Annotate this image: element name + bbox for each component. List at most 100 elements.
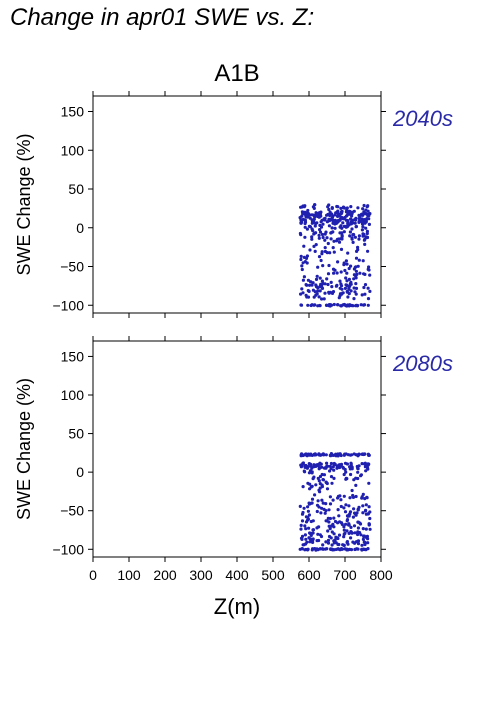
data-point [345,462,349,466]
data-point [319,220,323,224]
data-point [310,548,314,552]
data-point [337,240,342,244]
data-point [340,237,344,241]
data-point [350,227,354,231]
data-point [349,280,353,284]
data-point [361,511,365,515]
data-point [339,498,343,502]
data-point [323,511,327,515]
data-point [317,236,321,240]
data-point [353,265,357,269]
data-point [347,277,351,281]
data-point [307,452,311,456]
data-point [362,285,366,290]
x-tick-label: 600 [297,567,321,583]
data-point [318,490,322,494]
data-point [366,249,370,253]
data-point [356,542,361,546]
data-point [335,283,339,287]
data-point [316,265,320,269]
data-point [326,282,330,287]
data-point [336,260,340,264]
data-point [325,487,330,491]
data-point [321,543,325,547]
data-point [329,524,334,528]
data-point [318,212,322,216]
data-point [353,541,357,545]
data-point [300,519,305,523]
data-point [321,281,325,286]
data-point [338,520,342,524]
data-point [316,286,320,290]
data-point [306,515,310,519]
data-point [327,524,331,528]
data-point [342,525,346,529]
data-point [366,297,371,301]
data-point [345,283,349,287]
data-point [345,262,349,266]
data-point [300,287,304,291]
data-point [299,527,303,531]
data-point [344,225,348,229]
data-point [299,254,303,258]
period-label: 2040s [392,106,453,131]
data-point [324,502,328,506]
data-point [342,528,346,532]
data-point [340,287,344,291]
data-point [364,527,368,531]
data-point [303,260,307,264]
data-point [308,531,312,535]
data-point [313,224,317,228]
data-point [343,531,347,536]
data-point [342,494,346,498]
data-point [354,483,358,487]
data-point [323,238,327,242]
data-point [325,213,329,217]
data-point [311,281,315,285]
data-point [354,224,358,229]
data-point [319,258,323,263]
data-point [324,540,328,544]
data-point [367,523,371,527]
data-point [310,283,314,287]
data-point [298,504,302,508]
data-point [306,509,310,513]
y-tick-label: 150 [61,348,85,364]
data-point [302,506,306,510]
data-point [354,494,358,499]
data-point [301,291,305,295]
data-point [327,534,332,539]
data-point [326,272,331,276]
data-point [303,548,307,552]
data-point [346,219,350,223]
data-point [346,251,350,255]
y-tick-label: 150 [61,104,85,120]
data-point [312,295,316,299]
data-point [311,537,315,541]
data-point [366,541,370,545]
data-point [301,278,305,282]
data-point [299,292,303,296]
data-point [300,264,304,268]
data-point [338,452,342,456]
data-point [333,226,337,230]
data-point [302,469,306,473]
y-axis-label: SWE Change (%) [14,378,34,520]
data-point [361,492,365,496]
data-point [342,535,346,539]
y-tick-label: −100 [52,297,84,313]
data-point [309,280,313,284]
data-point [332,476,336,480]
data-point [317,233,321,237]
data-point [316,476,320,480]
data-point [349,525,353,530]
y-tick-label: 0 [76,220,84,236]
data-point [315,503,320,507]
data-point [323,216,327,220]
data-point [366,286,370,290]
data-point [337,237,341,241]
data-point [368,212,372,216]
data-point [303,533,307,537]
data-point [350,237,354,241]
data-point [338,279,342,283]
